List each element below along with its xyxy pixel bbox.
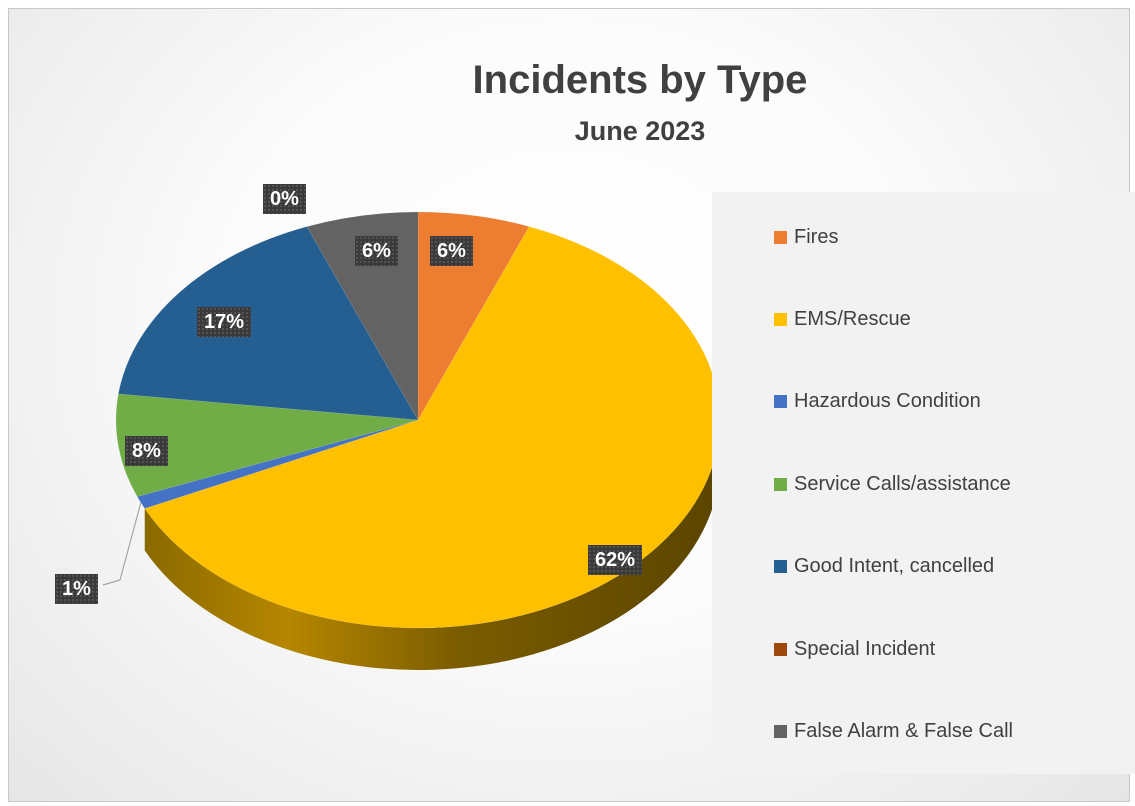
data-label-false-alarm: 6% <box>355 236 398 266</box>
legend-swatch <box>774 643 787 656</box>
legend-swatch <box>774 395 787 408</box>
legend-item-service-calls: Service Calls/assistance <box>774 473 1011 496</box>
legend-swatch <box>774 478 787 491</box>
data-label-ems-rescue: 62% <box>588 545 643 575</box>
data-label-special-incident: 0% <box>263 184 306 214</box>
data-label-service-calls: 8% <box>125 436 168 466</box>
legend-item-good-intent: Good Intent, cancelled <box>774 555 994 578</box>
legend: Fires EMS/Rescue Hazardous Condition Ser… <box>712 192 1135 774</box>
pie-side-wall <box>144 420 720 670</box>
chart-subtitle: June 2023 <box>574 116 706 146</box>
slice-side-ems-rescue <box>144 420 720 670</box>
data-label-hazardous-condition: 1% <box>55 574 98 604</box>
slice-service-calls-assistance <box>115 393 419 497</box>
leader-line-hazardous-condition <box>102 502 142 586</box>
legend-label: Service Calls/assistance <box>794 473 1011 495</box>
slice-good-intent-cancelled <box>118 226 419 421</box>
slice-hazardous-condition <box>136 419 419 509</box>
data-label-good-intent: 17% <box>197 307 252 337</box>
legend-item-ems-rescue: EMS/Rescue <box>774 308 911 331</box>
legend-label: Special Incident <box>794 638 936 660</box>
data-label-fires: 6% <box>430 236 473 266</box>
legend-item-fires: Fires <box>774 226 838 249</box>
legend-label: Good Intent, cancelled <box>794 555 995 577</box>
legend-item-special-incident: Special Incident <box>774 638 935 661</box>
legend-swatch <box>774 313 787 326</box>
legend-label: Hazardous Condition <box>794 390 981 412</box>
legend-swatch <box>774 231 787 244</box>
legend-label: EMS/Rescue <box>794 308 911 330</box>
legend-item-hazardous-condition: Hazardous Condition <box>774 390 981 413</box>
legend-swatch <box>774 560 787 573</box>
chart-title: Incidents by Type <box>472 58 808 102</box>
legend-label: Fires <box>794 226 839 248</box>
legend-item-false-alarm: False Alarm & False Call <box>774 720 1013 743</box>
legend-swatch <box>774 725 787 738</box>
legend-label: False Alarm & False Call <box>794 720 1013 742</box>
